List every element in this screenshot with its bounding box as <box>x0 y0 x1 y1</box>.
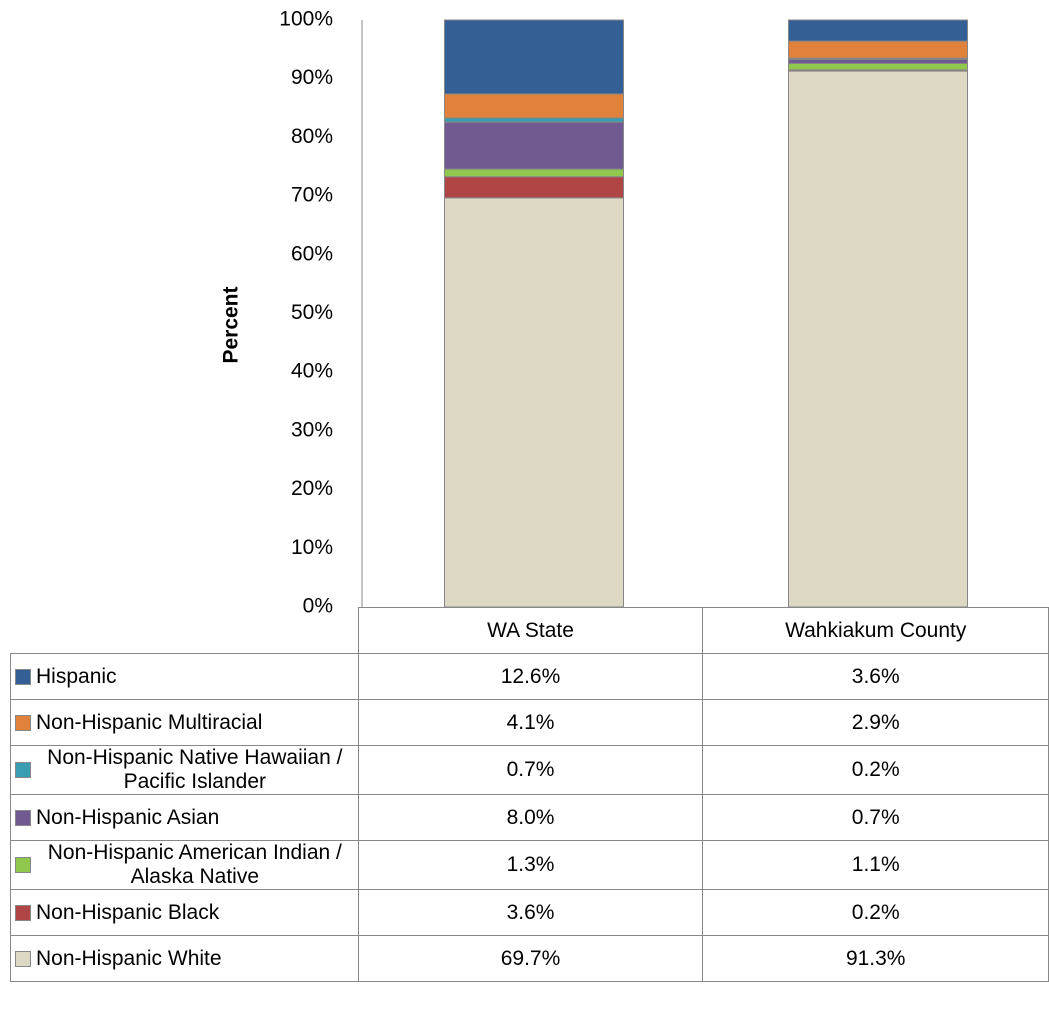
y-tick-label: 10% <box>291 536 333 559</box>
value-cell: 2.9% <box>702 699 1049 746</box>
legend-cell: Non-Hispanic American Indian / Alaska Na… <box>10 840 359 890</box>
legend-label: Non-Hispanic Multiracial <box>36 710 263 734</box>
bar-segment <box>788 62 968 71</box>
table-row: Non-Hispanic White 69.7% 91.3% <box>10 935 1049 982</box>
value-cell: 8.0% <box>357 794 704 841</box>
bar-segment <box>444 168 624 178</box>
blank-cell <box>10 607 359 654</box>
table-row: Hispanic 12.6% 3.6% <box>10 653 1049 700</box>
bar-segment <box>788 70 968 608</box>
legend-label: Non-Hispanic Native Hawaiian / Pacific I… <box>47 746 343 793</box>
table-row: Non-Hispanic Multiracial 4.1% 2.9% <box>10 699 1049 746</box>
legend-entry: Non-Hispanic American Indian / Alaska Na… <box>15 841 354 889</box>
legend-label: Non-Hispanic American Indian / Alaska Na… <box>47 841 342 888</box>
value-cell: 0.2% <box>702 745 1049 795</box>
y-tick-label: 80% <box>291 125 333 148</box>
category-label: Wahkiakum County <box>702 607 1049 654</box>
value-cell: 1.1% <box>702 840 1049 890</box>
value-cell: 0.7% <box>702 794 1049 841</box>
value-cell: 0.7% <box>357 745 704 795</box>
value-cell: 1.3% <box>357 840 704 890</box>
legend-swatch <box>15 668 31 685</box>
legend-swatch <box>15 762 31 778</box>
value-cell: 3.6% <box>357 889 704 936</box>
bar-segment <box>788 19 968 42</box>
legend-cell: Non-Hispanic Black <box>10 889 359 936</box>
legend-cell: Non-Hispanic White <box>10 935 359 982</box>
value-cell: 69.7% <box>357 935 704 982</box>
y-tick-label: 60% <box>291 242 333 265</box>
bar-segment <box>444 197 624 608</box>
bar-segment <box>788 58 968 64</box>
value-cell: 0.2% <box>702 889 1049 936</box>
y-tick-label: 50% <box>291 301 333 324</box>
value-cell: 12.6% <box>357 653 704 700</box>
value-cell: 3.6% <box>702 653 1049 700</box>
legend-swatch <box>15 950 31 967</box>
legend-cell: Non-Hispanic Asian <box>10 794 359 841</box>
legend-cell: Hispanic <box>10 653 359 700</box>
legend-swatch <box>15 857 31 873</box>
legend-cell: Non-Hispanic Multiracial <box>10 699 359 746</box>
bar-segment <box>444 121 624 170</box>
legend-swatch <box>15 809 31 826</box>
legend-entry: Hispanic <box>15 665 354 689</box>
y-tick-label: 90% <box>291 66 333 89</box>
table-header-row: WA State Wahkiakum County <box>10 607 1049 654</box>
y-tick-label: 70% <box>291 184 333 207</box>
table-row: Non-Hispanic Native Hawaiian / Pacific I… <box>10 745 1049 795</box>
value-cell: 4.1% <box>357 699 704 746</box>
legend-label: Hispanic <box>36 664 117 688</box>
y-tick-label: 30% <box>291 418 333 441</box>
legend-entry: Non-Hispanic Native Hawaiian / Pacific I… <box>15 746 354 794</box>
table-row: Non-Hispanic Asian 8.0% 0.7% <box>10 794 1049 841</box>
table-row: Non-Hispanic Black 3.6% 0.2% <box>10 889 1049 936</box>
bar-segment <box>444 93 624 119</box>
legend-entry: Non-Hispanic White <box>15 947 354 971</box>
legend-cell: Non-Hispanic Native Hawaiian / Pacific I… <box>10 745 359 795</box>
y-tick-label: 40% <box>291 360 333 383</box>
y-axis-title: Percent <box>220 286 243 363</box>
bar-segment <box>444 19 624 95</box>
y-tick-label: 20% <box>291 477 333 500</box>
legend-label: Non-Hispanic Black <box>36 900 220 924</box>
legend-swatch <box>15 714 31 731</box>
legend-label: Non-Hispanic Asian <box>36 805 220 829</box>
bar-segment <box>444 176 624 199</box>
legend-entry: Non-Hispanic Multiracial <box>15 711 354 735</box>
value-cell: 91.3% <box>702 935 1049 982</box>
table-row: Non-Hispanic American Indian / Alaska Na… <box>10 840 1049 890</box>
bar-segment <box>788 40 968 59</box>
legend-entry: Non-Hispanic Black <box>15 901 354 925</box>
bar-segment <box>444 117 624 123</box>
legend-swatch <box>15 904 31 921</box>
y-tick-label: 100% <box>279 8 333 31</box>
legend-label: Non-Hispanic White <box>36 946 222 970</box>
legend-entry: Non-Hispanic Asian <box>15 806 354 830</box>
category-label: WA State <box>357 607 704 654</box>
data-table: WA State Wahkiakum County Hispanic 12.6% 3.6… <box>10 607 1049 982</box>
